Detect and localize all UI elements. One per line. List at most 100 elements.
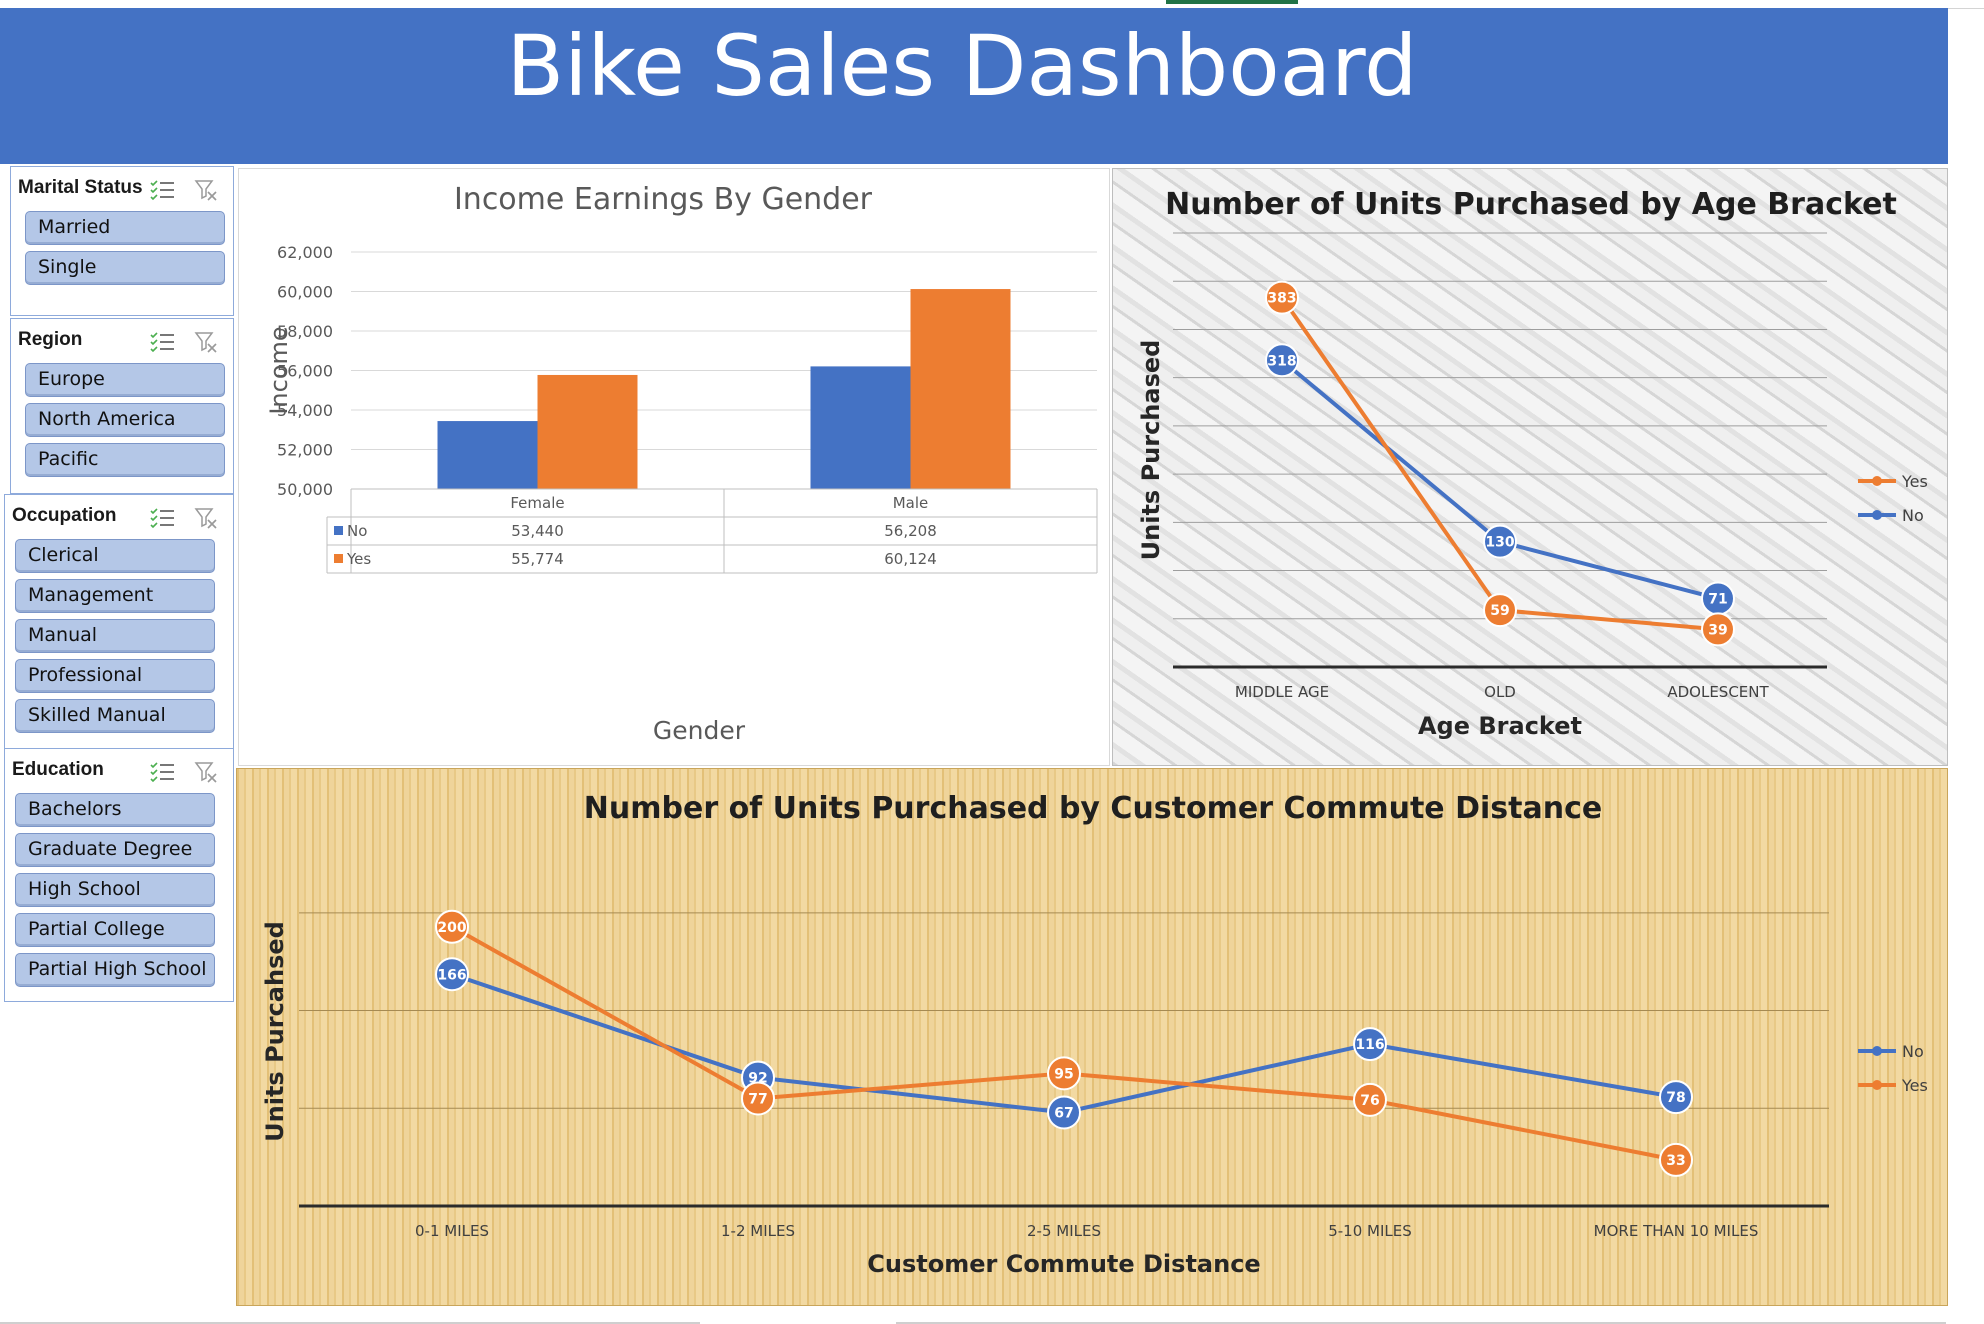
data-label-yes: 200	[437, 920, 466, 936]
selected-column-indicator	[1166, 0, 1298, 4]
units-by-commute-svg: Number of Units Purchased by Customer Co…	[261, 791, 1928, 1278]
y-tick-label: 52,000	[277, 441, 333, 460]
slicer-item-married[interactable]: Married	[25, 211, 225, 245]
slicer-item-bachelors[interactable]: Bachelors	[15, 793, 215, 827]
y-tick-label: 54,000	[277, 401, 333, 420]
data-point-no	[1047, 1095, 1081, 1130]
slicer-item-skilled-manual[interactable]: Skilled Manual	[15, 699, 215, 733]
data-point-yes	[1659, 1142, 1693, 1177]
slicer-header: Region	[18, 325, 226, 355]
data-point-no	[1483, 524, 1517, 559]
y-tick-label: 56,000	[277, 362, 333, 381]
series-line-no	[1280, 358, 1719, 601]
data-label-no: 166	[437, 967, 466, 983]
slicer-occupation: Occupation Clerical Management Manual Profes…	[4, 494, 234, 750]
slicer-header: Marital Status	[18, 173, 226, 203]
x-axis-label: Age Bracket	[1418, 712, 1582, 740]
data-label-no: 67	[1054, 1105, 1073, 1121]
multi-select-icon[interactable]	[150, 761, 176, 783]
table-value: 53,440	[511, 522, 564, 540]
y-tick-label: 62,000	[277, 243, 333, 262]
dashboard-title: Bike Sales Dashboard	[506, 17, 1418, 115]
legend-marker-no	[1872, 510, 1882, 520]
data-point-no	[1659, 1080, 1693, 1115]
bars	[437, 289, 1011, 489]
x-axis-label: Gender	[653, 716, 746, 745]
chart-title: Number of Units Purchased by Customer Co…	[584, 791, 1602, 826]
slicer-item-high-school[interactable]: High School	[15, 873, 215, 907]
data-label-yes: 39	[1708, 622, 1727, 638]
legend-label-no: No	[1902, 1042, 1924, 1061]
data-point-yes	[1265, 280, 1299, 315]
legend-key-no	[334, 526, 343, 535]
x-axis-label: Customer Commute Distance	[867, 1250, 1260, 1278]
multi-select-icon[interactable]	[150, 179, 176, 201]
data-label-yes: 95	[1054, 1066, 1073, 1082]
slicer-item-graduate-degree[interactable]: Graduate Degree	[15, 833, 215, 867]
slicer-region: Region Europe North America Pacific	[10, 318, 234, 494]
sheet-bottom-line-right	[896, 1322, 1946, 1324]
slicer-item-pacific[interactable]: Pacific	[25, 443, 225, 477]
x-tick-label: 2-5 MILES	[1027, 1222, 1101, 1240]
legend-marker-no	[1872, 1046, 1882, 1056]
data-label-yes: 59	[1490, 603, 1509, 619]
gridlines	[1173, 232, 1827, 620]
multi-select-icon[interactable]	[150, 507, 176, 529]
dashboard-header: Bike Sales Dashboard	[0, 8, 1948, 164]
slicer-item-north-america[interactable]: North America	[25, 403, 225, 437]
legend-label-no: No	[347, 522, 367, 540]
sheet-bottom-line	[0, 1322, 700, 1324]
slicer-header: Occupation	[12, 501, 226, 531]
data-table	[326, 488, 1098, 574]
x-tick-label: OLD	[1484, 683, 1516, 701]
x-tick-label: 5-10 MILES	[1328, 1222, 1412, 1240]
chart-title: Income Earnings By Gender	[454, 182, 873, 217]
data-label-yes: 383	[1267, 291, 1296, 307]
x-tick-label: 0-1 MILES	[415, 1222, 489, 1240]
data-point-no	[1265, 343, 1299, 378]
legend-label-yes: Yes	[1901, 472, 1928, 491]
y-axis-label: Units Purcahsed	[261, 921, 289, 1142]
legend-marker-yes	[1872, 1080, 1882, 1090]
clear-filter-icon[interactable]	[194, 760, 218, 784]
clear-filter-icon[interactable]	[194, 506, 218, 530]
data-point-no	[1353, 1027, 1387, 1062]
y-tick-label: 50,000	[277, 480, 333, 499]
clear-filter-icon[interactable]	[194, 178, 218, 202]
slicer-item-europe[interactable]: Europe	[25, 363, 225, 397]
x-category-label: Male	[893, 494, 929, 512]
data-point-yes	[1353, 1082, 1387, 1117]
data-label-yes: 33	[1666, 1153, 1685, 1169]
legend-label-no: No	[1902, 506, 1924, 525]
slicer-item-professional[interactable]: Professional	[15, 659, 215, 693]
bar-no-female	[437, 421, 538, 489]
clear-filter-icon[interactable]	[194, 330, 218, 354]
data-label-no: 71	[1708, 592, 1727, 608]
table-value: 56,208	[884, 522, 937, 540]
data-point-yes	[1701, 612, 1735, 647]
slicer-title: Education	[12, 759, 104, 780]
x-tick-label: MORE THAN 10 MILES	[1594, 1222, 1759, 1240]
slicer-education: Education Bachelors Graduate Degree High Sc…	[4, 748, 234, 1002]
units-by-age-chart[interactable]: Number of Units Purchased by Age Bracket…	[1112, 168, 1948, 766]
data-point-yes	[1483, 593, 1517, 628]
slicer-item-management[interactable]: Management	[15, 579, 215, 613]
series-lines: 318 130 71 383 59 39	[1265, 280, 1735, 647]
slicer-item-single[interactable]: Single	[25, 251, 225, 285]
legend-marker-yes	[1872, 476, 1882, 486]
income-by-gender-svg: Income Earnings By Gender 50,000 52,000 54,…	[265, 182, 1098, 745]
slicer-item-partial-college[interactable]: Partial College	[15, 913, 215, 947]
y-axis-label: Income	[265, 326, 293, 414]
income-by-gender-chart[interactable]: Income Earnings By Gender 50,000 52,000 54,…	[238, 168, 1110, 766]
data-point-yes	[1047, 1056, 1081, 1091]
legend-key-yes	[334, 554, 343, 563]
slicer-item-partial-high-school[interactable]: Partial High School	[15, 953, 215, 987]
legend-label-yes: Yes	[1901, 1076, 1928, 1095]
units-by-age-svg: Number of Units Purchased by Age Bracket…	[1137, 187, 1928, 740]
multi-select-icon[interactable]	[150, 331, 176, 353]
slicer-item-manual[interactable]: Manual	[15, 619, 215, 653]
slicer-title: Region	[18, 329, 83, 350]
slicer-title: Occupation	[12, 505, 117, 526]
slicer-item-clerical[interactable]: Clerical	[15, 539, 215, 573]
units-by-commute-chart[interactable]: Number of Units Purchased by Customer Co…	[236, 768, 1948, 1306]
